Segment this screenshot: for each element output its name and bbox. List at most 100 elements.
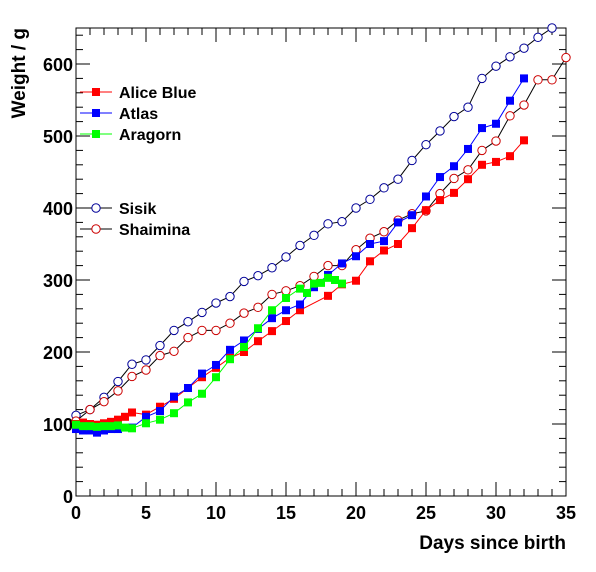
y-tick-label: 500 — [43, 127, 73, 147]
data-point — [184, 384, 192, 392]
data-point — [505, 111, 515, 121]
data-point — [379, 183, 389, 193]
data-point — [309, 271, 319, 282]
data-point — [128, 424, 136, 433]
data-point — [225, 318, 235, 328]
data-point — [79, 422, 87, 431]
data-point — [450, 188, 458, 197]
data-point — [463, 102, 473, 112]
y-tick-label: 100 — [43, 415, 73, 435]
data-point — [435, 126, 445, 136]
data-point — [309, 230, 319, 241]
data-point — [436, 173, 444, 182]
data-point — [380, 237, 388, 246]
data-point — [226, 345, 234, 354]
data-point — [240, 342, 248, 351]
data-point — [352, 276, 360, 285]
data-point — [464, 175, 472, 184]
data-point — [303, 288, 311, 297]
data-point — [268, 314, 276, 323]
data-point — [296, 306, 304, 315]
data-point — [520, 136, 528, 145]
data-point — [422, 206, 430, 215]
data-point — [421, 139, 431, 150]
data-point — [282, 294, 290, 302]
data-point — [477, 73, 487, 84]
data-point — [170, 409, 178, 418]
y-tick-label: 400 — [43, 199, 73, 219]
data-point — [380, 246, 388, 255]
data-point — [393, 174, 403, 184]
legend-marker — [91, 203, 101, 213]
data-point — [212, 373, 220, 382]
data-point — [155, 350, 165, 361]
data-point — [85, 404, 95, 415]
legend-item-alice-blue: Alice Blue — [80, 85, 196, 102]
data-point — [464, 144, 472, 153]
legend-item-atlas: Atlas — [80, 106, 158, 123]
data-point — [547, 23, 557, 33]
data-point — [141, 365, 151, 375]
data-point — [366, 257, 374, 266]
data-point — [506, 96, 514, 105]
legend-marker — [92, 109, 100, 117]
data-point — [113, 376, 123, 387]
data-point — [324, 273, 332, 282]
legend-item-aragorn: Aragorn — [80, 127, 181, 144]
data-point — [114, 415, 122, 424]
y-axis-ticks: 0 100 200 300 400 500 600 — [43, 34, 566, 507]
data-point — [141, 355, 151, 365]
data-point — [492, 119, 500, 128]
data-point — [450, 162, 458, 171]
data-point — [351, 203, 361, 213]
data-point — [505, 52, 515, 62]
y-axis-title: Weight / g — [9, 28, 30, 118]
y-tick-label: 0 — [63, 487, 73, 507]
data-point — [254, 324, 262, 333]
data-point — [107, 422, 115, 431]
legend-item-shaimina: Shaimina — [80, 222, 190, 239]
data-point — [212, 360, 220, 369]
data-point — [93, 422, 101, 431]
data-point — [142, 419, 150, 428]
data-point — [142, 412, 150, 421]
data-point — [407, 155, 417, 166]
data-point — [477, 145, 487, 156]
x-axis-title: Days since birth — [419, 533, 566, 554]
data-point — [240, 348, 248, 356]
data-point — [226, 355, 234, 364]
data-point — [331, 276, 339, 284]
data-point — [107, 417, 115, 426]
y-tick-label: 200 — [43, 343, 73, 363]
data-point — [211, 298, 221, 308]
data-point — [240, 336, 248, 345]
data-point — [99, 396, 109, 407]
legend-label: Shaimina — [119, 222, 190, 239]
data-point — [156, 407, 164, 416]
data-point — [282, 306, 290, 315]
data-point — [324, 291, 332, 300]
data-point — [323, 219, 333, 229]
data-point — [352, 252, 360, 261]
data-point — [211, 325, 221, 336]
data-point — [436, 196, 444, 205]
data-point — [267, 263, 277, 273]
x-tick-label: 35 — [556, 503, 576, 523]
data-point — [225, 291, 235, 302]
data-point — [561, 52, 571, 63]
x-tick-label: 25 — [416, 503, 436, 523]
data-point — [519, 100, 529, 110]
data-point — [113, 386, 123, 396]
data-point — [408, 224, 416, 233]
data-point — [422, 192, 430, 201]
data-point — [72, 420, 80, 429]
data-point — [449, 111, 459, 122]
data-point — [121, 423, 129, 432]
data-point — [547, 75, 557, 85]
data-point — [254, 337, 262, 346]
data-point — [170, 392, 178, 401]
data-point — [86, 426, 94, 435]
data-point — [114, 421, 122, 430]
data-point — [296, 284, 304, 293]
